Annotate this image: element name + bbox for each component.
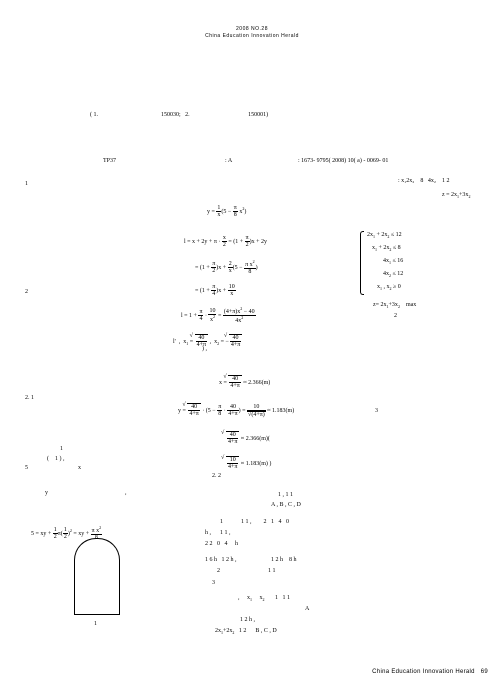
eq-z1: z = 2x1+3x2 (442, 192, 470, 199)
constraint-1: 2x1 + 2x2 ≤ 12 (367, 232, 402, 239)
note-x: x (78, 465, 81, 471)
article-id: : 1673- 9795( 2008) 10( a) - 0069- 01 (298, 158, 388, 164)
section-1: 1 (25, 181, 28, 187)
p22-l12: 2x1+2x2 1 2 B , C , D (215, 628, 277, 635)
p22-l10: A (305, 606, 309, 612)
right-note-1: : x₁2x₂ 8 4x₂ 1 2 (398, 178, 449, 184)
constraint-4: 4x2 ≤ 12 (383, 271, 403, 278)
p22-l11: 1 2 h , (240, 617, 255, 623)
constraint-5: x1 , x2 ≥ 0 (377, 284, 401, 291)
figure-1-caption: 1 (94, 621, 97, 627)
eq-l1: l = x + 2y + π · x2 = (1 + π2)x + 2y (181, 229, 267, 248)
eq-y-val: y = 404+π · (5 − π8 · 404+π) = 10√(4+π) … (175, 397, 294, 418)
note-2: 2 (394, 313, 397, 319)
p22-l9: , x1 x2 1 1 1 (238, 595, 290, 602)
p22-l3: 1 1 1 , 2 1 4 0 (220, 519, 289, 525)
affiliation-line: ( 1. 150030; 2. 150001) (90, 112, 268, 118)
eq-x-val: x = 404+π ≈ 2.366(m) (216, 369, 270, 389)
p22-l6: 1 6 h 1 2 h , 1 2 h 8 h (205, 557, 297, 563)
window-arch-shape (74, 538, 120, 561)
eq-l2: = (1 + π2)x + 2x(5 − π x28) (192, 254, 258, 275)
note-comma: , (125, 490, 127, 496)
section-3-right: 3 (375, 408, 378, 414)
eq-roots: l' , x1 = 404+π , x2 = −404+π (170, 328, 242, 348)
eq-y: y = 1x(5 − π8 x2) (204, 199, 246, 218)
eq-reject: ) , (202, 346, 207, 352)
header-issue: 2008 NO.28 (0, 26, 504, 32)
eq-sqrt10: 104+π ≈ 1.183(m) ) (223, 450, 271, 470)
note-1-paren: ( 1 ) , (47, 456, 65, 462)
p22-l5: 2 2 0 4 h (205, 541, 238, 547)
brace-icon (360, 231, 364, 295)
eq-z2: z= 2x1+3x2 max (373, 302, 416, 309)
classification-code: TP37 (103, 158, 116, 164)
footer-journal: China Education Innovation Herald (372, 669, 475, 675)
p22-l7: 2 1 1 (217, 568, 276, 574)
section-2: 2 (25, 289, 28, 295)
constraint-3: 4x1 ≤ 16 (383, 258, 403, 265)
note-y: y (45, 490, 48, 496)
eq-l4: l = 1 + π4 · 10x2 = (4+π)x2 − 404x2 (178, 301, 256, 324)
note-1: 1 (60, 446, 63, 452)
section-5: 5 (25, 465, 28, 471)
constraint-2: x1 + 2x2 ≤ 8 (372, 245, 401, 252)
window-rect-shape (74, 560, 120, 615)
section-2-1: 2. 1 (25, 395, 34, 401)
eq-l3: = (1 + π4)x + 10x (192, 278, 236, 297)
p22-l4: h , 1 1 , (205, 530, 231, 536)
p22-l1: 1 , 1 1 (278, 492, 293, 498)
p22-l2: A , B , C , D (271, 502, 301, 508)
footer: China Education Innovation Herald 69 (372, 669, 488, 675)
p22-l8: 3 (212, 580, 215, 586)
section-2-2: 2. 2 (212, 473, 221, 479)
eq-sqrt40: 404+π ≈ 2.366(m)( (223, 425, 270, 445)
footer-page-number: 69 (481, 669, 488, 675)
header-journal: China Education Innovation Herald (0, 33, 504, 39)
doc-code-label: : A (225, 158, 232, 164)
